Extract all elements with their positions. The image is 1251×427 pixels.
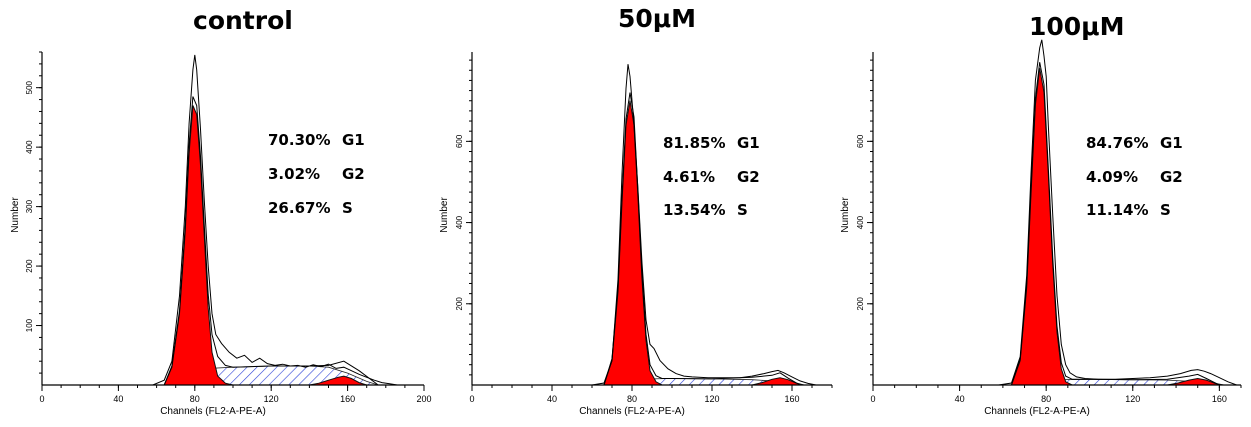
x-tick-label: 0 <box>39 394 44 404</box>
stat-pct: 84.76% <box>1086 134 1149 152</box>
x-tick-label: 0 <box>469 394 474 404</box>
model-fit-line <box>1011 62 1220 386</box>
model-fit-line <box>603 92 801 386</box>
stat-s: 11.14% S <box>1086 201 1171 219</box>
stat-phase: G2 <box>342 165 365 183</box>
y-tick-label: 400 <box>856 215 865 229</box>
stat-phase: G1 <box>342 131 365 149</box>
stat-s: 13.54% S <box>663 201 748 219</box>
y-axis-label: Number <box>840 197 851 233</box>
y-tick-label: 500 <box>25 80 34 94</box>
x-axis-label: Channels (FL2-A-PE-A) <box>984 406 1090 417</box>
x-axis-label: Channels (FL2-A-PE-A) <box>160 406 266 417</box>
model-fit-line <box>163 96 379 386</box>
panel-control: control 0 40 80 120 160 200 100 200 300 400 500 Cha… <box>0 0 432 427</box>
stat-g1: 70.30% G1 <box>268 131 365 149</box>
x-tick-label: 120 <box>264 394 279 404</box>
stat-phase: S <box>1160 201 1171 219</box>
x-tick-label: 40 <box>955 394 965 404</box>
plot-control: 0 40 80 120 160 200 100 200 300 400 500 Channels (F… <box>10 51 432 417</box>
plot-100um: 0 40 80 120 160 200 400 600 Channels (FL2-A-PE-A… <box>840 39 1242 417</box>
plot-50um: 0 40 80 120 160 200 400 600 Channels (FL2-A-PE-A… <box>439 52 833 417</box>
raw-data-line <box>998 39 1237 386</box>
x-tick-label: 200 <box>416 394 431 404</box>
stat-pct: 11.14% <box>1086 201 1149 219</box>
raw-data-line <box>591 64 817 386</box>
x-tick-label: 120 <box>1125 394 1140 404</box>
y-tick-label: 600 <box>856 134 865 148</box>
y-tick-label: 400 <box>25 140 34 154</box>
stat-g2: 4.09% G2 <box>1086 168 1183 186</box>
raw-data-line <box>152 54 398 386</box>
chart-title: 50μM <box>618 4 697 33</box>
stat-g2: 4.61% G2 <box>663 168 760 186</box>
stat-phase: G2 <box>1160 168 1183 186</box>
x-tick-label: 40 <box>547 394 557 404</box>
y-tick-label: 200 <box>455 297 464 311</box>
x-tick-label: 160 <box>784 394 799 404</box>
x-tick-label: 160 <box>1212 394 1227 404</box>
y-tick-label: 100 <box>25 318 34 332</box>
panel-100um: 100μM 0 40 80 120 160 200 400 600 Channels (FL2-… <box>840 0 1251 427</box>
y-axis-label: Number <box>439 197 450 233</box>
stat-pct: 4.09% <box>1086 168 1139 186</box>
stat-pct: 13.54% <box>663 201 726 219</box>
x-tick-label: 120 <box>704 394 719 404</box>
chart-title: 100μM <box>1029 12 1125 41</box>
stat-pct: 70.30% <box>268 131 331 149</box>
series-g1-area <box>1010 68 1073 386</box>
stat-pct: 26.67% <box>268 199 331 217</box>
stat-g1: 81.85% G1 <box>663 134 760 152</box>
y-tick-label: 300 <box>25 199 34 213</box>
x-tick-label: 80 <box>1041 394 1051 404</box>
x-tick-label: 160 <box>340 394 355 404</box>
x-axis-label: Channels (FL2-A-PE-A) <box>579 406 685 417</box>
series-g2-area <box>309 375 367 386</box>
stat-phase: S <box>342 199 353 217</box>
stat-s: 26.67% S <box>268 199 353 217</box>
y-tick-label: 600 <box>455 134 464 148</box>
stat-pct: 3.02% <box>268 165 321 183</box>
stat-g2: 3.02% G2 <box>268 165 365 183</box>
y-tick-label: 400 <box>455 215 464 229</box>
stat-phase: S <box>737 201 748 219</box>
y-tick-label: 200 <box>25 259 34 273</box>
y-axis-label: Number <box>10 197 21 233</box>
x-tick-label: 80 <box>627 394 637 404</box>
series-g1-area <box>163 105 234 386</box>
y-tick-label: 200 <box>856 297 865 311</box>
series-g1-area <box>603 100 663 386</box>
x-tick-label: 0 <box>870 394 875 404</box>
stat-g1: 84.76% G1 <box>1086 134 1183 152</box>
stat-phase: G2 <box>737 168 760 186</box>
x-tick-label: 40 <box>113 394 123 404</box>
panel-50um: 50μM 0 40 80 120 160 200 400 600 Channels (FL2-A… <box>430 0 845 427</box>
x-tick-label: 80 <box>190 394 200 404</box>
stat-pct: 81.85% <box>663 134 726 152</box>
stat-pct: 4.61% <box>663 168 716 186</box>
stat-phase: G1 <box>1160 134 1183 152</box>
stat-phase: G1 <box>737 134 760 152</box>
chart-title: control <box>193 6 293 35</box>
